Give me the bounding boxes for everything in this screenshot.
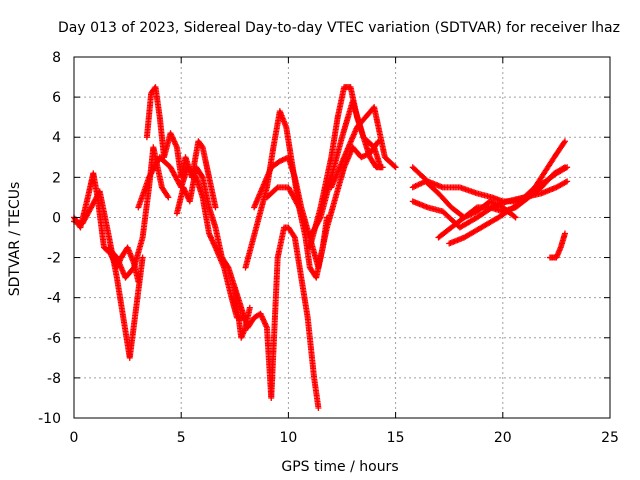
y-tick-label: 2 (52, 170, 61, 186)
y-tick-label: -6 (47, 331, 61, 347)
data-point (212, 204, 219, 211)
data-point (564, 178, 571, 185)
y-tick-label: 4 (52, 130, 61, 146)
series-sat-b (71, 188, 146, 361)
x-tick-label: 20 (494, 430, 512, 446)
series-sat-e (135, 154, 249, 321)
data-point (562, 179, 569, 186)
data-point (165, 194, 172, 201)
y-tick-label: 8 (52, 50, 61, 66)
data-point (511, 213, 518, 220)
series-sat-r (546, 230, 568, 261)
x-tick-label: 0 (70, 430, 79, 446)
data-point (561, 164, 568, 171)
data-point (561, 139, 568, 146)
data-point (224, 263, 231, 270)
series-sat-h (242, 108, 330, 281)
x-tick-label: 10 (279, 430, 297, 446)
data-point (561, 138, 568, 145)
plot-border (73, 56, 611, 419)
data-point (295, 203, 302, 210)
x-tick-label: 15 (387, 430, 405, 446)
data-point (139, 254, 146, 261)
series-sat-d (143, 84, 219, 211)
y-axis-label: SDTVAR / TECUs (7, 182, 23, 297)
chart-title: Day 013 of 2023, Sidereal Day-to-day VTE… (58, 20, 620, 36)
data-point (512, 214, 519, 221)
data-point (315, 404, 322, 411)
data-point (164, 193, 171, 200)
y-tick-label: 0 (52, 210, 61, 226)
x-tick-label: 5 (177, 430, 186, 446)
y-tick-label: 6 (52, 90, 61, 106)
data-point (246, 304, 253, 311)
data-point (379, 164, 386, 171)
series-sat-l (328, 104, 399, 191)
series-sat-p (446, 164, 568, 247)
data-point (560, 165, 567, 172)
data-point (391, 163, 398, 170)
y-tick-label: -4 (47, 291, 61, 307)
data-point (198, 173, 205, 180)
x-axis-label: GPS time / hours (281, 459, 398, 475)
data-point (198, 143, 205, 150)
series-sat-q (409, 178, 519, 221)
data-layer (71, 84, 571, 411)
data-point (392, 164, 399, 171)
x-tick-label: 25 (601, 430, 619, 446)
y-tick-label: -2 (47, 251, 61, 267)
series-sat-c (105, 144, 172, 281)
series-sat-k (306, 84, 386, 251)
axis-ticks: 0 5 10 15 20 25 -10 -8 -6 -4 -2 0 2 4 6 8 (38, 50, 619, 446)
data-point (291, 233, 298, 240)
data-point (561, 230, 568, 237)
series-sat-g (231, 224, 322, 411)
grid (74, 57, 610, 418)
y-tick-label: -10 (38, 411, 61, 427)
y-tick-label: -8 (47, 371, 61, 387)
